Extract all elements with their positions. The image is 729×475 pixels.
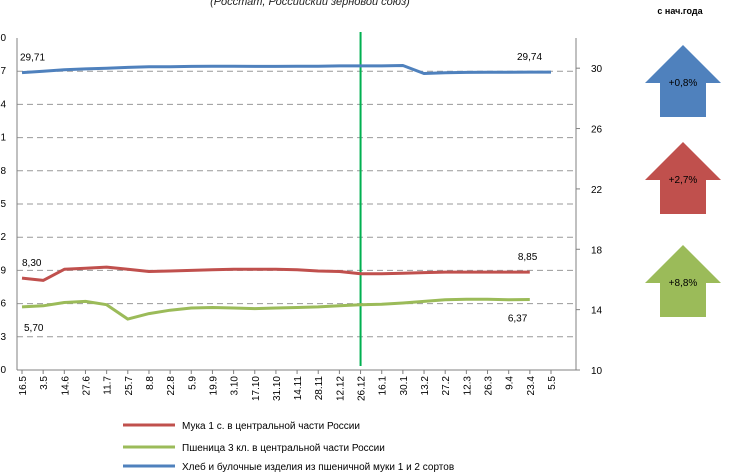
legend-label: Пшеница 3 кл. в центральной части России [182, 443, 385, 454]
x-axis-tick: 3.5 [39, 376, 50, 390]
left-axis-tick: 1 [0, 133, 6, 144]
x-axis-tick: 13.2 [420, 376, 431, 396]
x-axis-tick: 11.7 [103, 376, 114, 395]
wheat-start-label: 5,70 [24, 323, 44, 334]
left-axis-tick: 4 [0, 99, 6, 110]
left-axis-tick: 3 [0, 332, 6, 343]
left-axis-tick: 7 [0, 66, 6, 77]
bread-start-label: 29,71 [20, 53, 45, 64]
right-axis-tick: 30 [591, 64, 603, 75]
x-axis-tick: 9.4 [505, 376, 516, 390]
x-axis-tick: 5.5 [547, 376, 558, 390]
bread-ytd-arrow [645, 45, 721, 117]
x-axis-tick: 14.11 [293, 376, 304, 401]
right-axis-tick: 18 [591, 245, 603, 256]
wheat-ytd-arrow [645, 245, 721, 317]
left-axis-tick: 0 [0, 33, 6, 44]
bread-ytd-label: +0,8% [669, 78, 698, 89]
flour-end-label: 8,85 [518, 252, 538, 263]
x-axis-tick: 31.10 [272, 376, 283, 401]
x-axis-tick: 27.2 [441, 376, 452, 396]
right-axis-tick: 14 [591, 306, 603, 317]
right-axis-tick: 26 [591, 125, 603, 136]
flour-start-label: 8,30 [22, 258, 42, 269]
wheat-series-line [21, 297, 530, 321]
x-axis-tick: 19.9 [208, 376, 219, 396]
flour-ytd-label: +2,7% [669, 175, 698, 186]
wheat-end-label: 6,37 [508, 314, 528, 325]
left-axis-tick: 6 [0, 299, 6, 310]
x-axis-tick: 8.8 [145, 376, 156, 390]
x-axis-tick: 26.12 [357, 376, 368, 401]
right-axis-tick: 22 [591, 185, 603, 196]
x-axis-tick: 22.8 [166, 376, 177, 396]
ytd-change-title: с нач.года [657, 6, 703, 16]
left-axis-tick: 8 [0, 166, 6, 177]
x-axis-tick: 25.7 [124, 376, 135, 396]
flour-series-line [21, 265, 530, 282]
bread-series-line [21, 64, 551, 75]
x-axis-tick: 5.9 [187, 376, 198, 390]
x-axis-tick: 28.11 [314, 376, 325, 401]
x-axis-tick: 26.3 [484, 376, 495, 396]
bread-end-label: 29,74 [517, 52, 542, 63]
legend-label: Хлеб и булочные изделия из пшеничной мук… [182, 461, 454, 473]
x-axis-tick: 16.5 [18, 376, 29, 396]
right-axis-tick: 10 [591, 366, 603, 377]
legend-label: Мука 1 с. в центральной части России [182, 421, 360, 432]
x-axis-tick: 17.10 [251, 376, 262, 401]
left-axis-tick: 0 [0, 365, 6, 376]
x-axis-tick: 23.4 [526, 376, 537, 396]
flour-ytd-arrow [645, 142, 721, 214]
left-axis-tick: 5 [0, 199, 6, 210]
left-axis-tick: 2 [0, 232, 6, 243]
x-axis-tick: 27.6 [81, 376, 92, 396]
chart-subtitle: (Росстат, Российский зерновой союз) [210, 0, 410, 8]
x-axis-tick: 12.12 [335, 376, 346, 401]
x-axis-tick: 14.6 [60, 376, 71, 396]
left-axis-tick: 9 [0, 265, 6, 276]
x-axis-tick: 12.3 [462, 376, 473, 396]
x-axis-tick: 3.10 [230, 376, 241, 396]
x-axis-tick: 16.1 [378, 376, 389, 396]
wheat-ytd-label: +8,8% [669, 278, 698, 289]
x-axis-tick: 30.1 [399, 376, 410, 396]
